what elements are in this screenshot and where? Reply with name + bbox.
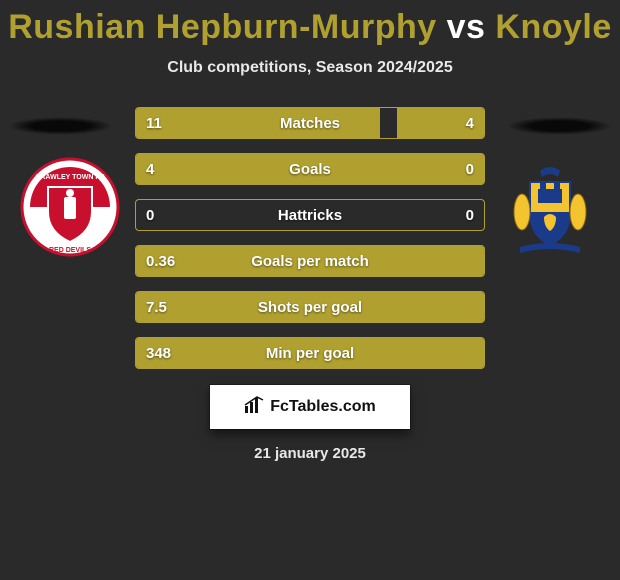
chart-icon: [244, 396, 264, 419]
title-part: Rushian Hepburn-Murphy: [8, 8, 436, 46]
stat-row: 114Matches: [135, 107, 485, 139]
stat-label: Min per goal: [136, 338, 484, 368]
stat-label: Hattricks: [136, 200, 484, 230]
stat-label: Goals: [136, 154, 484, 184]
brand-badge[interactable]: FcTables.com: [210, 385, 410, 429]
brand-text: FcTables.com: [270, 398, 376, 416]
club-crest-right: [500, 157, 600, 257]
subtitle: Club competitions, Season 2024/2025: [0, 59, 620, 77]
stat-bars: 114Matches 40Goals 00Hattricks 0.36Goals pe…: [135, 107, 485, 383]
stat-label: Goals per match: [136, 246, 484, 276]
stat-label: Matches: [136, 108, 484, 138]
stat-label: Shots per goal: [136, 292, 484, 322]
player-shadow-right: [507, 117, 612, 135]
club-crest-left: CRAWLEY TOWN FC RED DEVILS: [20, 157, 120, 257]
stat-row: 00Hattricks: [135, 199, 485, 231]
title-part: vs: [437, 8, 496, 46]
page-title: Rushian Hepburn-Murphy vs Knoyle: [0, 0, 620, 47]
title-part: Knoyle: [495, 8, 611, 46]
stat-row: 348Min per goal: [135, 337, 485, 369]
stat-row: 0.36Goals per match: [135, 245, 485, 277]
footer-date: 21 january 2025: [0, 445, 620, 462]
comparison-panel: CRAWLEY TOWN FC RED DEVILS 114Matches 40G…: [0, 107, 620, 367]
svg-text:CRAWLEY TOWN FC: CRAWLEY TOWN FC: [35, 174, 104, 181]
player-shadow-left: [8, 117, 113, 135]
stat-row: 40Goals: [135, 153, 485, 185]
svg-text:RED DEVILS: RED DEVILS: [49, 247, 91, 254]
stat-row: 7.5Shots per goal: [135, 291, 485, 323]
